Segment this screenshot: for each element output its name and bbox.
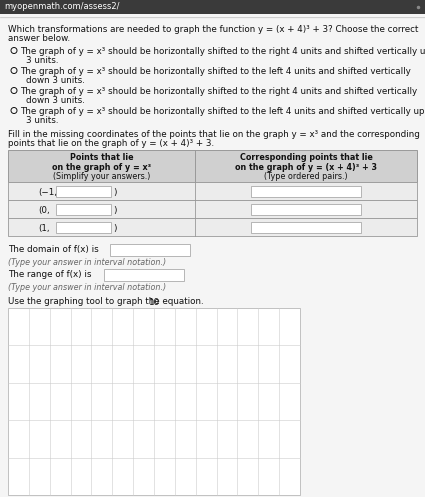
Text: Points that lie: Points that lie	[70, 153, 133, 162]
Bar	[110, 244, 190, 256]
Text: (−1,: (−1,	[38, 188, 57, 197]
Text: Use the graphing tool to graph the equation.: Use the graphing tool to graph the equat…	[8, 297, 204, 306]
Bar	[251, 203, 361, 215]
Text: The graph of y = x³ should be horizontally shifted to the left 4 units and shift: The graph of y = x³ should be horizontal…	[20, 107, 425, 116]
Text: Which transformations are needed to graph the function y = (x + 4)³ + 3? Choose : Which transformations are needed to grap…	[8, 25, 418, 34]
Text: 10: 10	[148, 298, 159, 307]
Text: (Type your answer in interval notation.): (Type your answer in interval notation.)	[8, 258, 166, 267]
Text: The graph of y = x³ should be horizontally shifted to the left 4 units and shift: The graph of y = x³ should be horizontal…	[20, 67, 411, 76]
Text: (1,: (1,	[38, 224, 49, 233]
Bar	[56, 203, 111, 215]
Bar	[104, 269, 184, 281]
Text: (Type your answer in interval notation.): (Type your answer in interval notation.)	[8, 283, 166, 292]
Text: (0,: (0,	[38, 206, 50, 215]
Text: on the graph of y = x³: on the graph of y = x³	[52, 163, 151, 171]
Bar	[56, 185, 111, 196]
Text: ): )	[113, 188, 116, 197]
Bar	[251, 185, 361, 196]
Text: The graph of y = x³ should be horizontally shifted to the right 4 units and shif: The graph of y = x³ should be horizontal…	[20, 47, 425, 56]
Bar	[8, 218, 417, 236]
Text: Fill in the missing coordinates of the points that lie on the graph y = x³ and t: Fill in the missing coordinates of the p…	[8, 130, 420, 139]
Text: down 3 units.: down 3 units.	[26, 76, 85, 85]
Bar	[56, 222, 111, 233]
Text: answer below.: answer below.	[8, 34, 70, 43]
Bar	[251, 222, 361, 233]
Text: 3 units.: 3 units.	[26, 56, 59, 65]
Text: (Simplify your answers.): (Simplify your answers.)	[53, 172, 150, 181]
Text: on the graph of y = (x + 4)³ + 3: on the graph of y = (x + 4)³ + 3	[235, 163, 377, 171]
Text: myopenmath.com/assess2/: myopenmath.com/assess2/	[4, 2, 119, 11]
Bar	[0, 0, 425, 14]
Text: The domain of f(x) is: The domain of f(x) is	[8, 245, 99, 254]
Bar	[8, 308, 300, 495]
Text: The range of f(x) is: The range of f(x) is	[8, 270, 91, 279]
Text: Corresponding points that lie: Corresponding points that lie	[240, 153, 372, 162]
Text: (Type ordered pairs.): (Type ordered pairs.)	[264, 172, 348, 181]
Text: 3 units.: 3 units.	[26, 116, 59, 125]
Text: points that lie on the graph of y = (x + 4)³ + 3.: points that lie on the graph of y = (x +…	[8, 139, 214, 148]
Text: ): )	[113, 224, 116, 233]
Text: ): )	[113, 206, 116, 215]
Bar	[8, 150, 417, 182]
Bar	[8, 182, 417, 200]
Bar	[8, 200, 417, 218]
Text: down 3 units.: down 3 units.	[26, 96, 85, 105]
Text: The graph of y = x³ should be horizontally shifted to the right 4 units and shif: The graph of y = x³ should be horizontal…	[20, 87, 417, 96]
